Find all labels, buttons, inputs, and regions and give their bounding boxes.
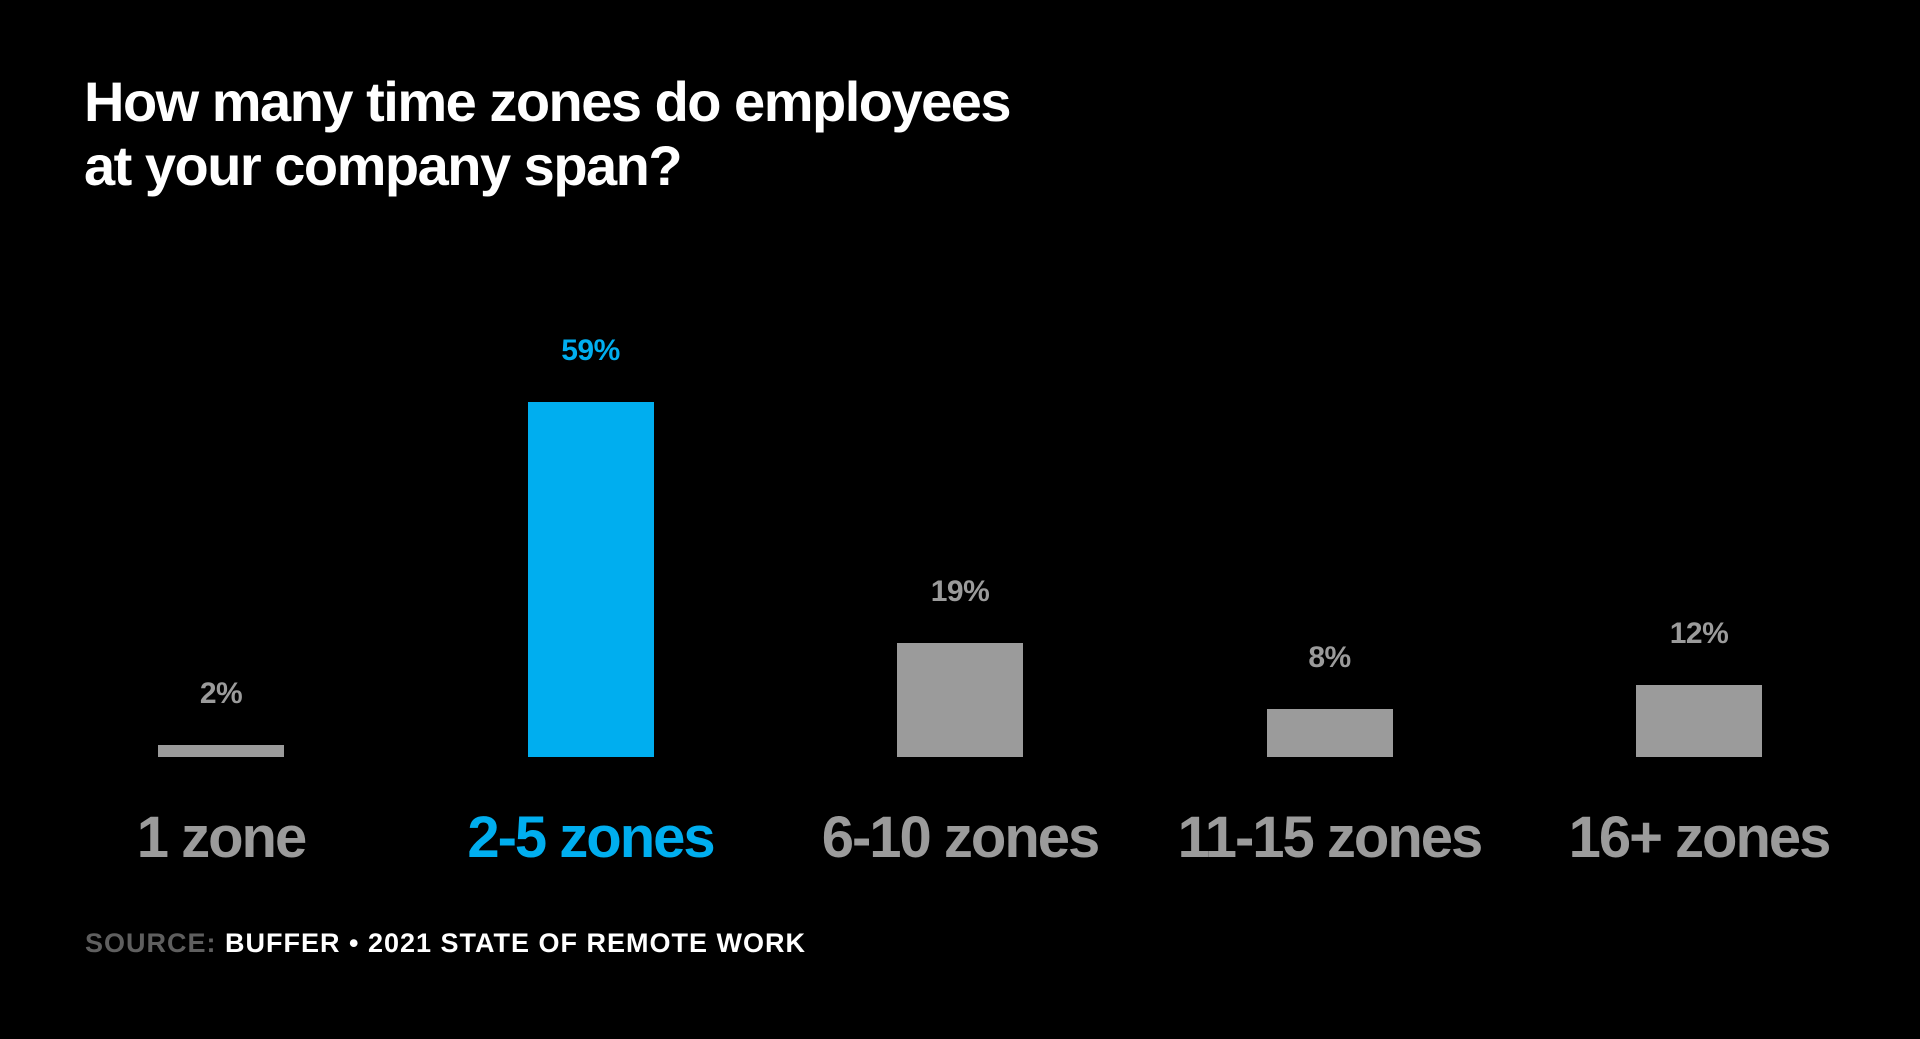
category-label: 11-15 zones (1177, 805, 1484, 870)
category-label: 16+ zones (1568, 805, 1832, 870)
category-label: 1 zone (136, 805, 308, 870)
bar-chart: 2% 1 zone 59% 2-5 zones 19% 6-10 zones 8… (71, 0, 1849, 890)
chart-title-line-2: at your company span? (84, 134, 683, 197)
bar (897, 643, 1023, 757)
value-label: 2% (199, 677, 243, 710)
category-label: 6-10 zones (821, 805, 1101, 870)
bar-group-6-10-zones: 19% 6-10 zones (810, 0, 1110, 890)
source-note: SOURCE: BUFFER • 2021 STATE OF REMOTE WO… (85, 927, 806, 959)
bar-group-2-5-zones: 59% 2-5 zones (441, 0, 741, 890)
bar-group-1-zone: 2% 1 zone (71, 0, 371, 890)
source-label: SOURCE: (85, 928, 217, 958)
bar (527, 402, 654, 757)
bar (1266, 709, 1393, 757)
value-label: 12% (1669, 617, 1729, 650)
bar (158, 745, 284, 757)
bar-group-11-15-zones: 8% 11-15 zones (1178, 0, 1484, 890)
chart-title: How many time zones do employees at your… (84, 70, 1012, 198)
value-label: 8% (1308, 641, 1351, 674)
value-label: 19% (930, 575, 990, 608)
source-text: BUFFER • 2021 STATE OF REMOTE WORK (225, 928, 807, 958)
category-label: 2-5 zones (467, 805, 715, 870)
bar (1636, 685, 1762, 757)
bar-group-16-plus-zones: 12% 16+ zones (1549, 0, 1849, 890)
chart-title-line-1: How many time zones do employees (84, 70, 1012, 133)
value-label: 59% (561, 334, 620, 367)
